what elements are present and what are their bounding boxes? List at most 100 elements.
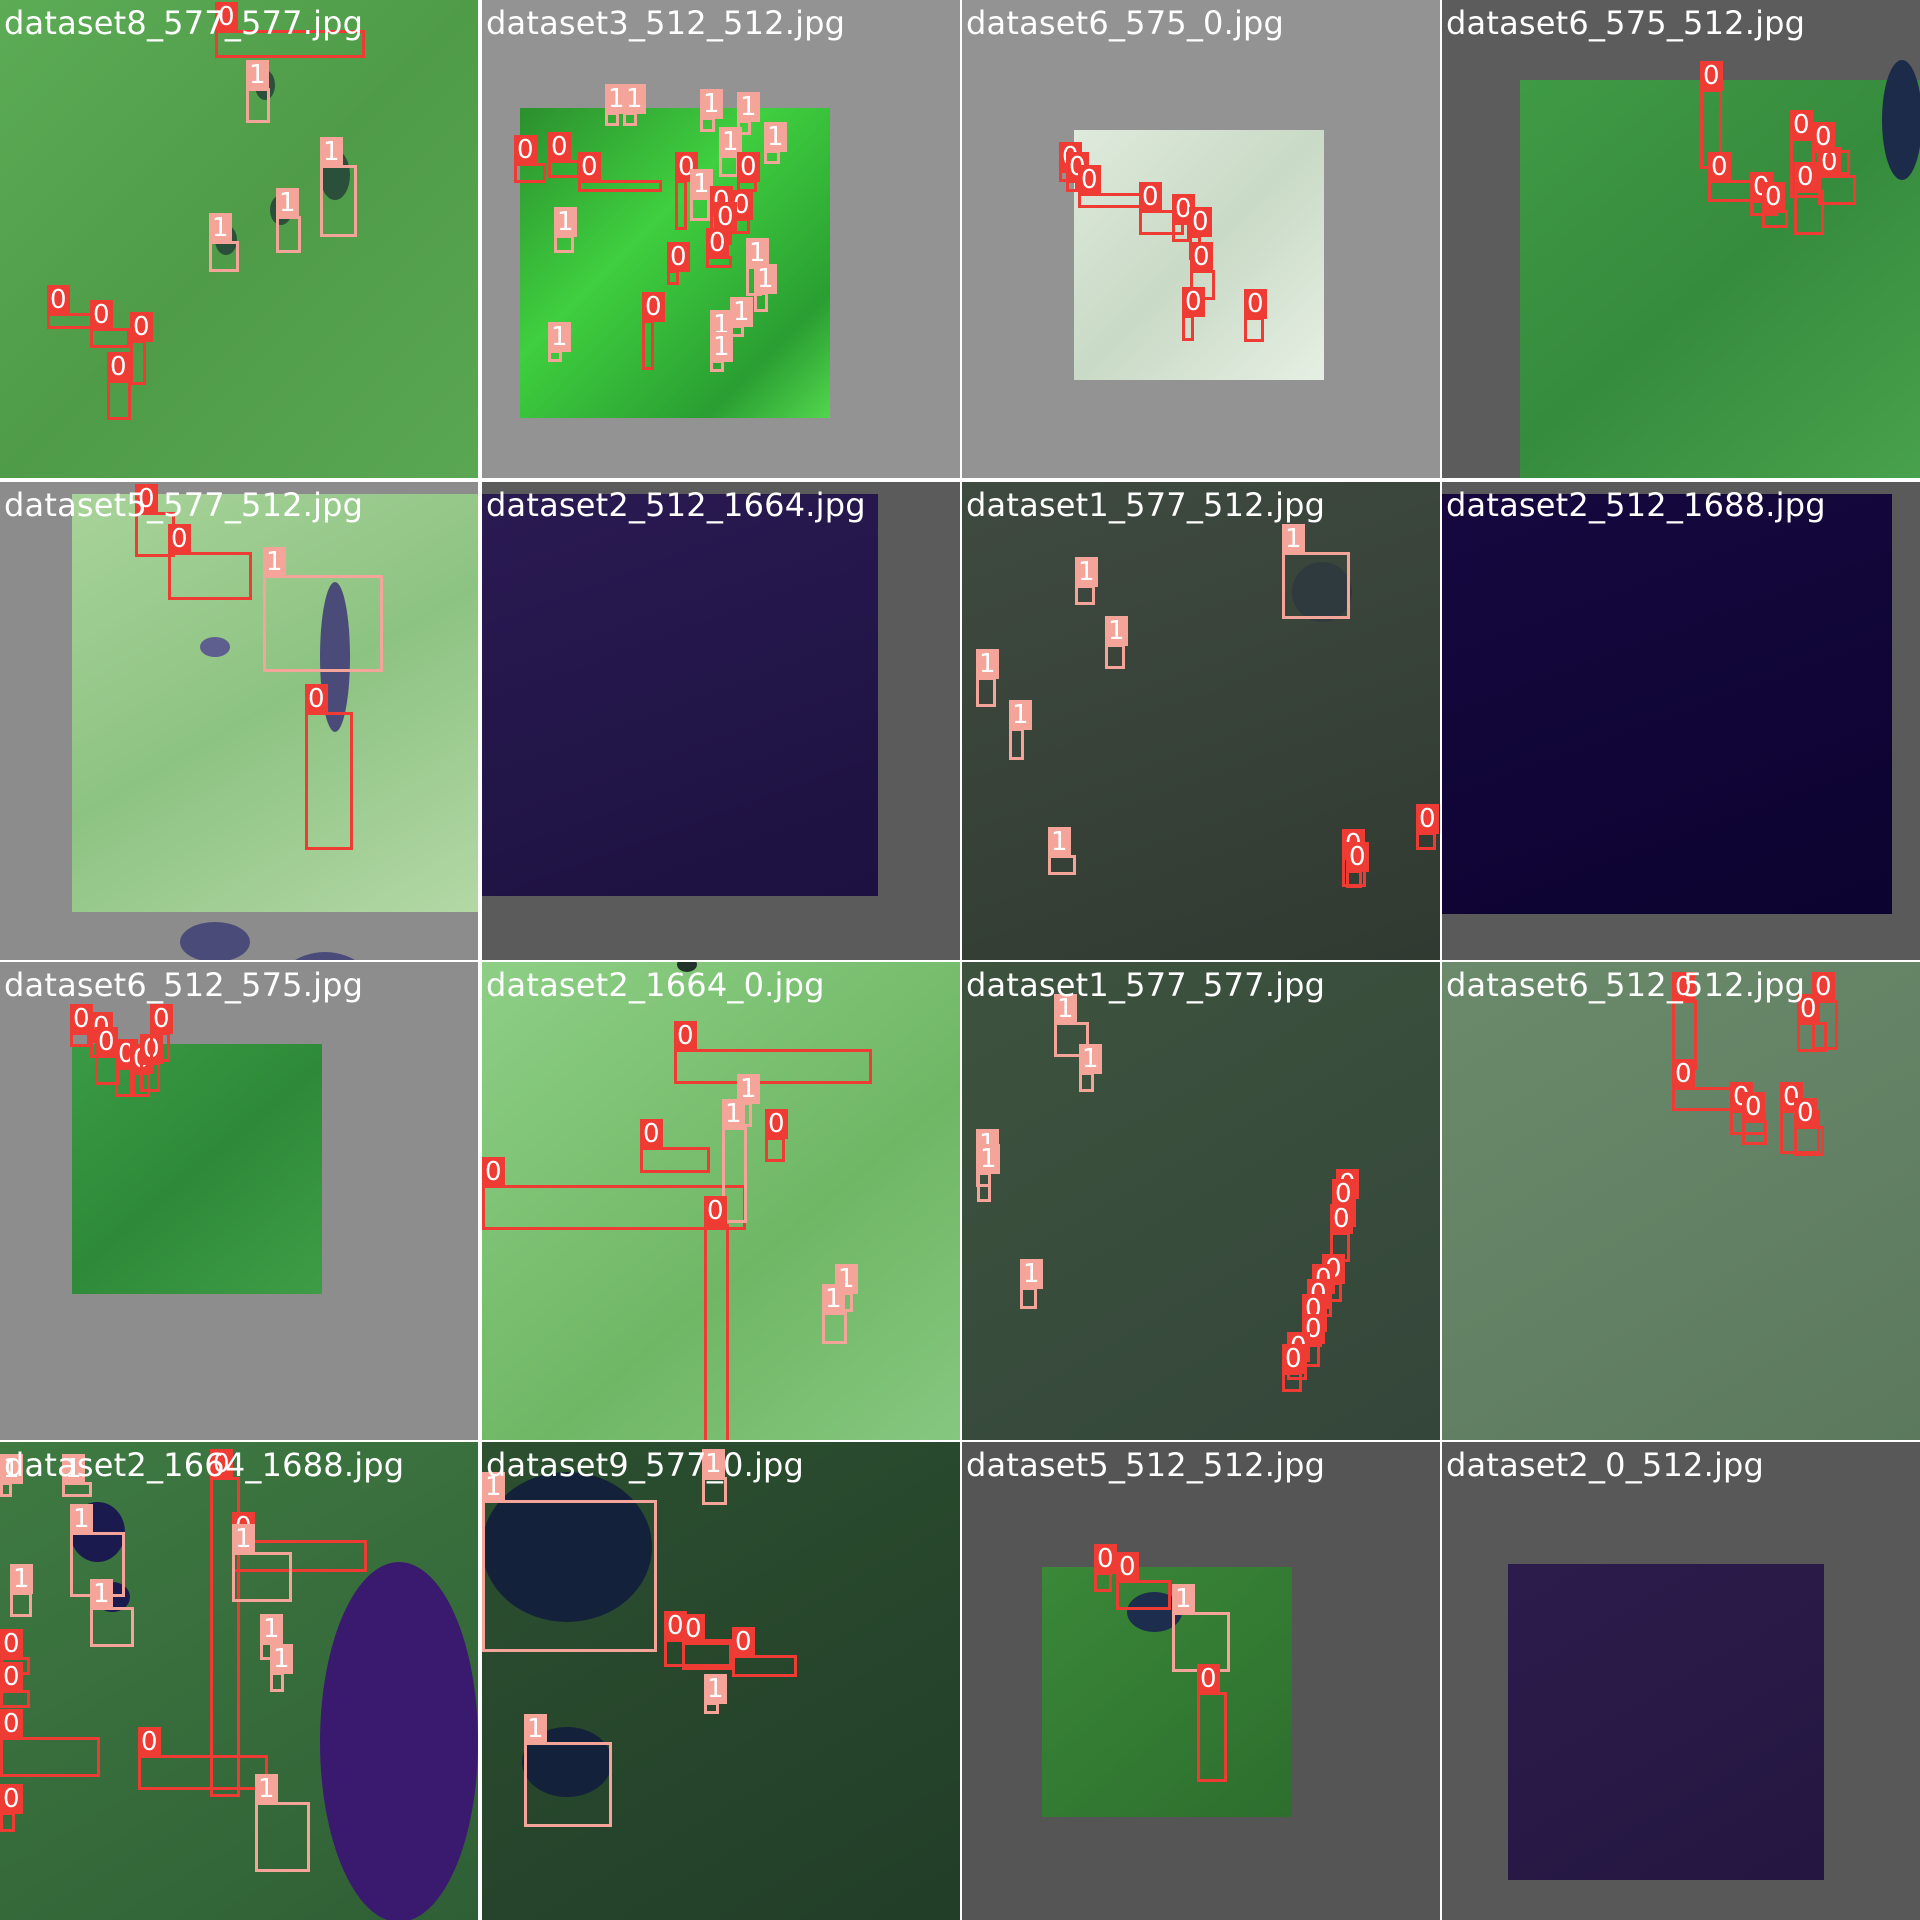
detection-box: 1 [320,137,357,237]
detection-box: 0 [1794,1098,1824,1156]
mosaic-tile: dataset6_575_0.jpg000000000 [962,0,1440,478]
detection-box: 1 [263,547,383,672]
detection-box: 1 [822,1284,847,1344]
mosaic-tile: dataset8_577_577.jpg 0 1 1 1 1 0 0 0 0 [0,0,478,478]
detection-class-label: 1 [1079,1044,1102,1074]
detection-box: 0 [1330,1204,1353,1262]
detection-class-label: 1 [246,60,269,90]
detection-class-label: 1 [270,1644,293,1674]
detection-class-label: 0 [1708,152,1731,182]
detection-box: 1 [1048,827,1076,875]
detection-class-label: 0 [1818,147,1841,177]
detection-class-label: 0 [578,152,601,182]
detection-class-label: 0 [674,1021,697,1051]
detection-box: 0 [138,1727,268,1790]
detection-box: 1 [977,1144,1000,1202]
detection-class-label: 0 [0,1784,23,1814]
detection-box: 0 [1066,152,1089,192]
detection-class-label: 0 [1700,61,1723,91]
detection-box: 0 [0,1709,100,1777]
detection-box: 1 [754,264,777,312]
detection-box: 0 [1182,287,1205,341]
detection-class-label: 1 [554,207,577,237]
detection-class-label: 0 [1182,287,1205,317]
detection-class-label: 0 [765,1109,788,1139]
detection-box: 0 [1078,165,1142,208]
mosaic-tile: dataset2_0_512.jpg [1442,1442,1920,1920]
detection-class-label: 0 [514,135,537,165]
detection-class-label: 1 [0,1454,23,1484]
detection-class-label: 1 [710,332,733,362]
detection-class-label: 0 [1330,1204,1353,1234]
detection-class-label: 0 [732,1627,755,1657]
water-region [180,922,250,960]
detection-class-label: 0 [1794,162,1817,192]
detection-box: 0 [1094,1544,1117,1592]
detection-box: 0 [107,352,131,420]
detection-box: 0 [140,1034,163,1092]
detection-box: 1 [260,1614,283,1660]
detection-class-label: 1 [548,322,571,352]
tile-image [0,0,478,478]
detection-class-label: 1 [737,1074,760,1104]
detection-class-label: 1 [320,137,343,167]
detection-class-label: 0 [215,2,238,32]
detection-box: 0 [682,1614,732,1670]
detection-box: 1 [719,127,742,177]
detection-class-label: 1 [524,1714,547,1744]
detection-class-label: 0 [135,484,158,514]
detection-box: 1 [482,1472,657,1652]
mosaic-tile: dataset2_1664_1688.jpg1101101110000011 [0,1442,478,1920]
detection-box: 1 [737,92,760,135]
detection-box: 0 [667,242,690,285]
detection-box: 0 [1197,1664,1227,1782]
detection-box: 0 [1794,162,1824,235]
detection-class-label: 1 [737,92,760,122]
detection-class-label: 1 [977,1144,1000,1174]
detection-class-label: 0 [682,1614,705,1644]
detection-class-label: 0 [482,1157,505,1187]
detection-class-label: 1 [62,1454,85,1484]
detection-class-label: 1 [209,213,232,243]
detection-class-label: 1 [482,1472,505,1502]
detection-box: 1 [710,332,733,372]
detection-box: 1 [1075,557,1098,605]
mosaic-tile: dataset6_575_512.jpg00000000 [1442,0,1920,478]
detection-class-label: 0 [1812,122,1835,152]
detection-box: 1 [548,322,571,362]
detection-class-label: 0 [1190,242,1213,272]
detection-box: 0 [1700,61,1723,169]
detection-box: 1 [702,1449,727,1505]
detection-box: 1 [1020,1259,1043,1309]
detection-box: 0 [730,190,753,234]
detection-class-label: 1 [704,1674,727,1704]
detection-box: 0 [95,1027,120,1085]
detection-box: 0 [732,1627,797,1677]
detection-box: 0 [1742,1092,1767,1145]
detection-box: 0 [70,1004,93,1047]
detection-class-label: 0 [1116,1552,1139,1582]
detection-box: 1 [554,207,577,253]
detection-class-label: 0 [1346,842,1369,872]
detection-class-label: 0 [1197,1664,1220,1694]
detection-class-label: 1 [1048,827,1071,857]
detection-box: 0 [1416,804,1439,850]
detection-class-label: 0 [305,684,328,714]
detection-box: 0 [1762,182,1788,228]
tile-image [962,962,1440,1440]
detection-box: 1 [730,297,753,337]
detection-box: 1 [246,60,270,123]
detection-class-label: 0 [90,300,113,330]
detection-class-label: 1 [1009,700,1032,730]
detection-box: 0 [1818,147,1856,205]
detection-class-label: 1 [260,1614,283,1644]
detection-class-label: 0 [1742,1092,1765,1122]
detection-class-label: 0 [95,1027,118,1057]
detection-class-label: 0 [714,202,737,232]
detection-box: 0 [1797,994,1827,1052]
water-region [482,1472,652,1622]
detection-class-label: 1 [746,238,769,268]
detection-class-label: 0 [1282,1344,1305,1374]
detection-class-label: 0 [1790,110,1813,140]
